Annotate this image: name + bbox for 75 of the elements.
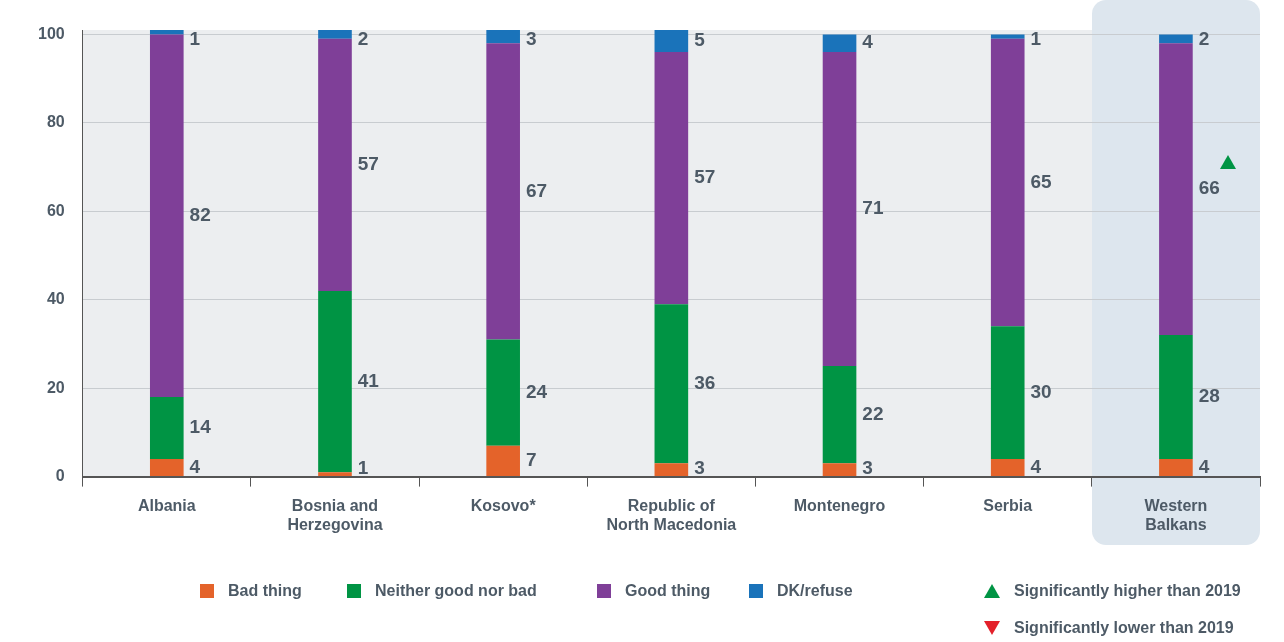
data-label: 1 (357, 456, 369, 478)
x-tick-label: Albania (137, 496, 196, 514)
data-label: 4 (189, 455, 201, 477)
x-tick-label: Kosovo* (470, 496, 537, 514)
data-label: 36 (694, 371, 716, 393)
data-label: 24 (525, 380, 548, 402)
data-label: 1 (189, 28, 201, 50)
x-tick-label: Republic of North Macedonia (606, 496, 737, 533)
bar (486, 30, 520, 44)
bar (1159, 458, 1193, 477)
bar (654, 52, 689, 305)
data-label: 66 (1198, 177, 1220, 199)
data-label: 14 (189, 416, 212, 438)
data-label: 57 (694, 166, 716, 188)
data-label: 3 (694, 456, 705, 478)
bar (654, 463, 689, 477)
data-label: 57 (357, 153, 379, 175)
bar (990, 458, 1025, 477)
data-label: 28 (1198, 385, 1220, 407)
y-tick-label: 20 (46, 378, 65, 396)
bar (990, 38, 1025, 327)
bar (486, 339, 520, 446)
legend-label: Good thing (625, 582, 711, 600)
bar (822, 463, 857, 477)
legend-label: Bad thing (228, 582, 302, 600)
bar (1159, 34, 1193, 44)
bar (149, 30, 184, 35)
legend-label: DK/refuse (777, 582, 853, 600)
bar (822, 52, 857, 367)
bar (486, 445, 520, 477)
data-label: 3 (862, 456, 873, 478)
data-label: 82 (189, 203, 211, 225)
legend-label: Neither good nor bad (375, 582, 537, 600)
bar (990, 34, 1025, 39)
y-tick-label: 100 (37, 24, 65, 42)
y-tick-label: 40 (46, 290, 65, 308)
bar (149, 458, 184, 477)
bar (318, 38, 352, 291)
bar (149, 397, 184, 459)
bar (654, 30, 689, 53)
bar (318, 30, 352, 39)
data-label: 2 (1198, 28, 1210, 50)
x-tick-label: Bosnia and Herzegovina (287, 496, 383, 533)
data-label: 4 (862, 31, 874, 53)
data-label: 4 (1030, 455, 1042, 477)
bar (318, 290, 352, 473)
data-label: 67 (525, 179, 548, 201)
bar (822, 34, 857, 53)
x-tick-label: Western Balkans (1144, 496, 1208, 533)
bar (1159, 335, 1193, 459)
bar (149, 34, 184, 398)
data-label: 1 (1030, 28, 1042, 50)
bar (486, 43, 520, 340)
data-label: 30 (1030, 380, 1052, 402)
data-label: 4 (1198, 455, 1210, 477)
data-label: 2 (357, 28, 369, 50)
x-tick-label: Serbia (983, 496, 1033, 514)
y-tick-label: 0 (55, 467, 65, 485)
bar (1159, 43, 1193, 336)
x-tick-label: Montenegro (793, 496, 886, 514)
data-label: 7 (525, 449, 537, 471)
bar (318, 472, 352, 477)
data-label: 41 (357, 369, 380, 391)
y-tick-label: 80 (46, 113, 65, 131)
data-label: 71 (862, 197, 884, 219)
bar (990, 326, 1025, 459)
y-tick-label: 60 (46, 201, 65, 219)
data-label: 5 (694, 29, 706, 51)
text: Significantly higher than 2019 (1014, 582, 1241, 600)
data-label: 65 (1030, 170, 1053, 192)
bar (822, 366, 857, 464)
bar (654, 304, 689, 464)
data-label: 22 (862, 402, 884, 424)
text: Significantly lower than 2019 (1014, 619, 1234, 637)
data-label: 3 (525, 28, 537, 50)
